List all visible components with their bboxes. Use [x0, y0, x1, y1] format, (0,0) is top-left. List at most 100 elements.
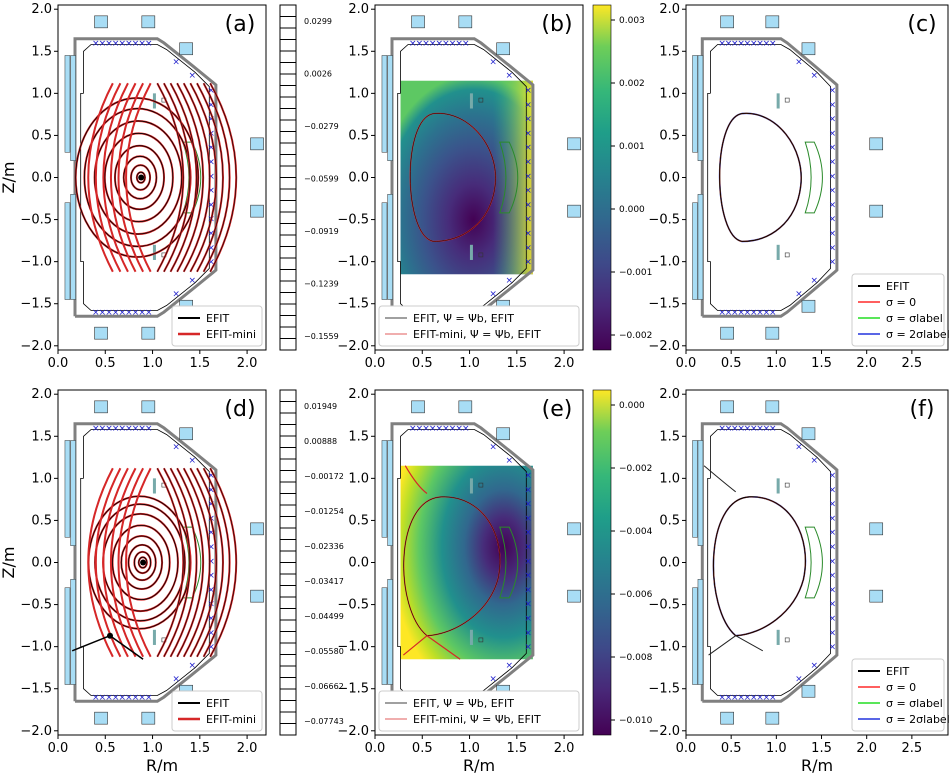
open-flux-line-inner — [110, 467, 137, 658]
coil — [720, 15, 734, 29]
x-tick-label: 2.0 — [554, 741, 575, 756]
y-tick-label: 2.0 — [659, 387, 680, 402]
legend-box — [378, 690, 580, 732]
colorbar-label: −0.010 — [619, 716, 653, 726]
x-tick-label: 1.5 — [506, 741, 527, 756]
magnetic-probe-marker: × — [750, 308, 758, 318]
open-flux-line-efit — [209, 468, 237, 657]
central-solenoid-coil — [387, 440, 393, 546]
x-tick-label: 2.0 — [554, 356, 575, 371]
central-solenoid-coil — [64, 202, 71, 300]
open-flux-line-efit — [183, 468, 210, 657]
legend-entry: EFIT — [886, 665, 910, 678]
magnetic-probe-marker: × — [172, 442, 180, 452]
magnetic-probe-marker: × — [524, 86, 532, 96]
flux-contour — [136, 171, 146, 184]
open-flux-line-inner — [117, 467, 144, 658]
vessel-wall — [73, 422, 218, 703]
magnetic-probe-marker: × — [829, 628, 837, 638]
magnetic-probe-marker: × — [172, 57, 180, 67]
legend-box — [378, 305, 580, 347]
colorbar-label: −0.002 — [619, 331, 652, 341]
coil — [720, 711, 734, 725]
magnetic-probe-marker: × — [737, 308, 745, 318]
magnetic-probe-marker: × — [829, 585, 837, 595]
magnetic-probe-marker: × — [829, 115, 837, 125]
x-tick-label: 0.5 — [95, 741, 116, 756]
magnetic-probe-marker: × — [795, 442, 803, 452]
magnetic-probe-marker: × — [207, 500, 215, 510]
central-solenoid-coil — [381, 440, 388, 538]
magnetic-probe-marker: × — [207, 258, 215, 268]
passive-plate — [804, 141, 823, 214]
level-label: −0.0919 — [304, 227, 339, 236]
central-solenoid-coil — [697, 194, 704, 300]
magnetic-probe-marker: × — [429, 424, 437, 434]
vessel-wall — [700, 422, 839, 703]
y-tick-label: 2.0 — [31, 387, 52, 402]
x-tick-label: 1.5 — [189, 356, 210, 371]
magnetic-probe-marker: × — [489, 57, 497, 67]
colorbar-label: −0.004 — [619, 527, 653, 537]
x-tick-label: 0.5 — [95, 356, 116, 371]
magnetic-probe-marker: × — [172, 675, 180, 685]
y-tick-label: 0.5 — [348, 513, 369, 528]
magnetic-probe-marker: × — [524, 514, 532, 524]
x-tick-label: 2.5 — [902, 741, 923, 756]
passive-plate — [499, 526, 519, 599]
magnetic-probe-marker: × — [763, 39, 771, 49]
magnetic-probe-marker: × — [449, 424, 457, 434]
magnetic-probe-marker: × — [145, 424, 153, 434]
sensor-lower — [784, 637, 790, 643]
magnetic-probe-marker: × — [524, 614, 532, 624]
central-solenoid-coil — [64, 55, 71, 153]
x-axis-label: R/m — [146, 756, 178, 775]
y-tick-label: 1.0 — [31, 86, 52, 101]
y-axis-label: Z/m — [0, 162, 18, 194]
magnetic-probe-marker: × — [829, 500, 837, 510]
coil — [869, 204, 884, 218]
magnetic-probe-marker: × — [207, 528, 215, 538]
magnetic-probe-marker: × — [829, 243, 837, 253]
y-tick-label: 1.5 — [659, 44, 680, 59]
magnetic-probe-marker: × — [436, 424, 444, 434]
magnetic-probe-marker: × — [829, 200, 837, 210]
vessel-wall — [700, 37, 839, 318]
y-tick-label: 0.0 — [31, 556, 52, 571]
magnetic-probe-marker: × — [207, 643, 215, 653]
magnetic-probe-marker: × — [462, 39, 470, 49]
magnetic-probe-marker: × — [422, 39, 430, 49]
magnetic-probe-marker: × — [811, 661, 819, 671]
legend-entry: σ = 2σlabel — [886, 328, 950, 341]
magnetic-probe-marker: × — [756, 424, 764, 434]
panel-label: (c) — [907, 12, 936, 37]
limiter-upper — [469, 93, 473, 109]
legend-entry: EFIT — [886, 280, 910, 293]
open-flux-line-efit — [176, 83, 204, 272]
magnetic-probe-marker: × — [524, 243, 532, 253]
magnetic-probe-marker: × — [524, 471, 532, 481]
y-tick-label: −0.5 — [648, 213, 680, 228]
limiter-upper — [469, 478, 473, 494]
x-tick-label: 2.0 — [237, 356, 258, 371]
colorbar-label: 0.002 — [619, 79, 645, 89]
magnetic-probe-marker: × — [138, 424, 146, 434]
magnetic-probe-marker: × — [207, 485, 215, 495]
open-flux-line-efit — [163, 83, 191, 272]
magnetic-probe-marker: × — [207, 229, 215, 239]
y-tick-label: −2.0 — [648, 339, 680, 354]
magnetic-probe-marker: × — [92, 424, 100, 434]
level-label: −0.07743 — [304, 717, 344, 726]
coil — [496, 427, 510, 441]
magnetic-probe-marker: × — [829, 86, 837, 96]
coil — [496, 42, 510, 56]
colorbar-label: 0.000 — [619, 205, 645, 215]
y-tick-label: −1.0 — [648, 255, 680, 270]
magnetic-probe-marker: × — [829, 172, 837, 182]
magnetic-probe-marker: × — [769, 693, 777, 703]
magnetic-probe-marker: × — [731, 693, 739, 703]
magnetic-probe-marker: × — [524, 129, 532, 139]
central-solenoid-coil — [387, 55, 393, 161]
level-label: 0.0026 — [304, 70, 332, 79]
magnetic-probe-marker: × — [207, 100, 215, 110]
